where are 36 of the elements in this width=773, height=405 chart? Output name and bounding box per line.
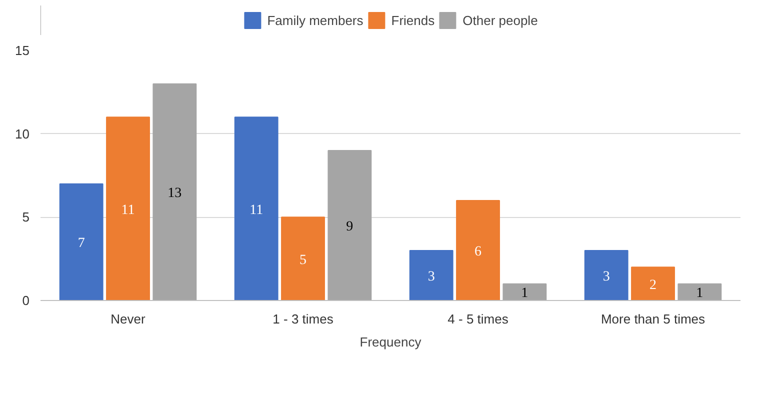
y-tick-label: 15 (15, 43, 30, 58)
data-label: 7 (78, 236, 85, 252)
bar (456, 200, 500, 300)
data-label: 1 (521, 286, 528, 302)
x-tick-label: More than 5 times (600, 312, 706, 326)
data-label: 2 (650, 278, 656, 293)
bar (678, 283, 722, 300)
x-tick-label: Never (110, 312, 146, 326)
legend-label: Friends (391, 12, 435, 28)
data-label: 6 (474, 244, 482, 260)
bar (234, 116, 278, 300)
x-tick-label: 1 - 3 times (272, 312, 334, 326)
x-axis-title: Frequency (360, 334, 422, 350)
data-label: 1 (696, 286, 704, 302)
bar (281, 216, 325, 300)
y-tick-label: 5 (22, 210, 30, 225)
y-tick-label: 10 (15, 126, 30, 142)
bar (152, 83, 197, 300)
legend-label: Other people (462, 12, 538, 28)
bar (502, 283, 547, 300)
x-tick-label: 4 - 5 times (448, 312, 509, 326)
data-label: 5 (300, 252, 306, 268)
data-label: 9 (346, 220, 354, 234)
data-label: 11 (250, 202, 264, 218)
data-label: 11 (121, 202, 135, 218)
y-tick-label: 0 (22, 293, 30, 308)
bar (584, 250, 628, 300)
data-label: 3 (428, 270, 435, 284)
bar (328, 150, 372, 300)
data-label: 3 (602, 270, 610, 284)
bar (631, 266, 675, 300)
data-label: 13 (168, 186, 182, 202)
bar (59, 183, 104, 300)
bar (106, 116, 150, 300)
bar (409, 250, 454, 300)
legend-label: Family members (267, 12, 364, 28)
